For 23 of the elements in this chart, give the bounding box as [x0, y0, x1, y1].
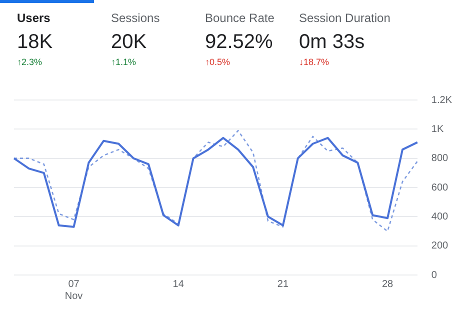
x-tick-label: 14 [172, 278, 184, 290]
category-label: Bounce Rate [205, 11, 276, 25]
category-label: Session Duration [299, 11, 391, 25]
text: ↑1.1% [111, 57, 138, 67]
text: 92.52% [205, 31, 273, 53]
text: 20K [111, 31, 147, 53]
y-tick-label: 600 [431, 182, 449, 194]
y-tick-label: 1K [431, 124, 444, 135]
y-tick-label: 0 [431, 270, 438, 281]
text: ↑2.3% [17, 57, 44, 67]
x-tick-label: 07 Nov [64, 278, 83, 302]
y-tick-label: 1.2K [431, 94, 452, 106]
category-label: Sessions [111, 11, 161, 25]
text: 18K [17, 31, 53, 53]
y-tick-label: 400 [431, 211, 449, 222]
y-tick-label: 800 [431, 153, 449, 164]
text: ↓18.7% [299, 57, 330, 67]
text: 0m 33s [299, 31, 365, 53]
x-tick-label: 28 [382, 278, 394, 290]
text: ↑0.5% [205, 57, 232, 67]
x-tick-label: 21 [277, 278, 289, 290]
y-tick-label: 200 [431, 240, 449, 252]
category-label: Users [17, 11, 52, 25]
